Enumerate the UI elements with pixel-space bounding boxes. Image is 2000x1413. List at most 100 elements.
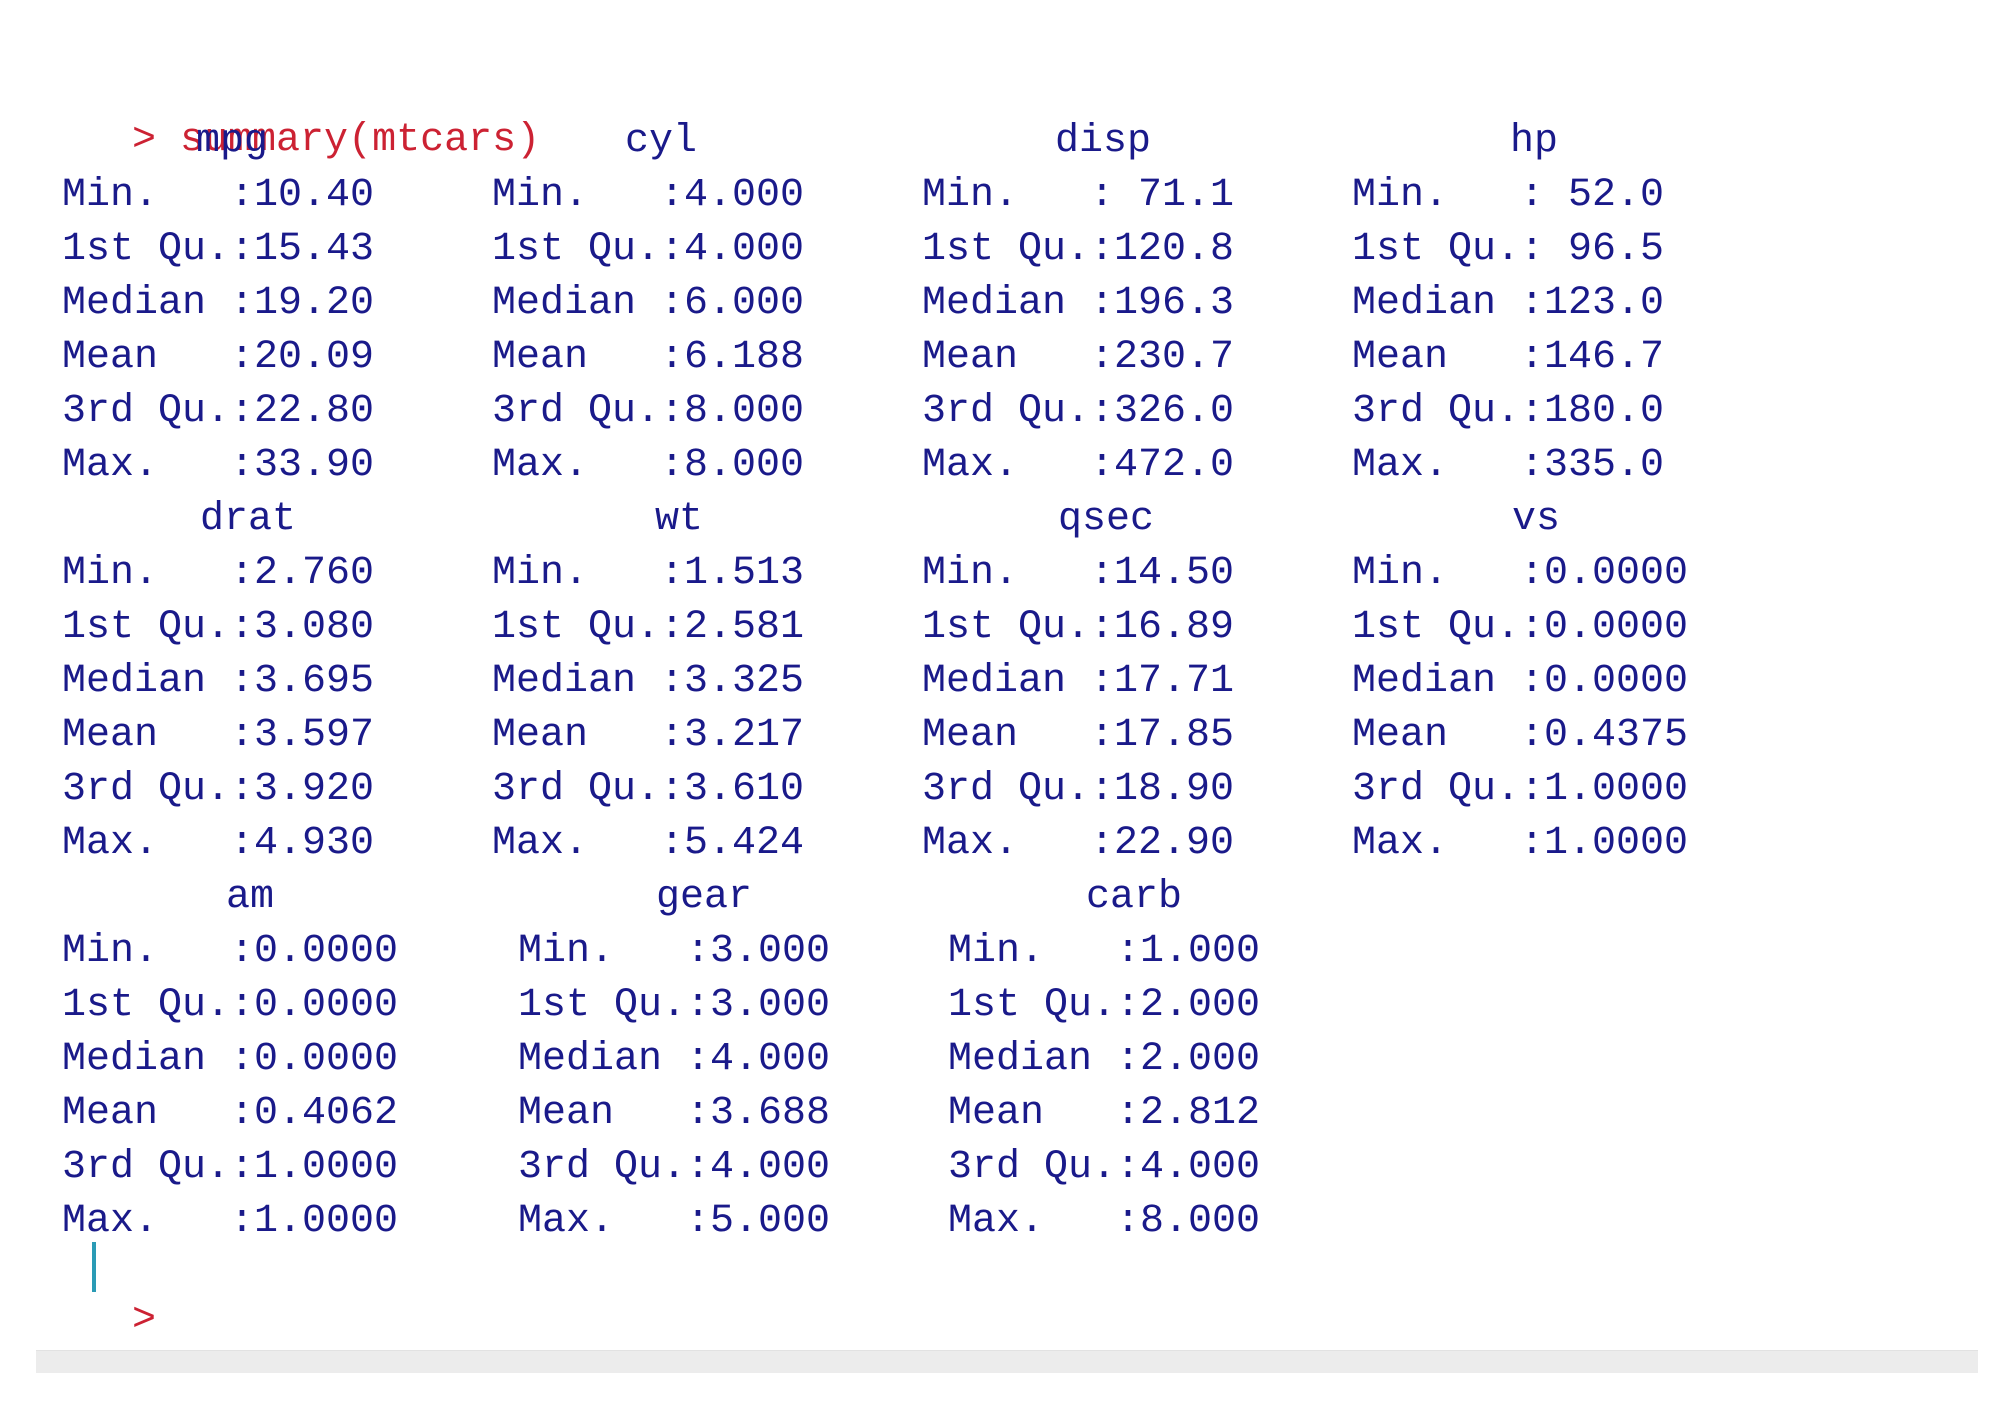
- column-header-vs: vs: [1512, 497, 1561, 542]
- summary-row: Min. :2.760 Min. :1.513 Min. :14.50 Min.…: [0, 547, 1688, 601]
- header-row: drat wt qsec vs: [0, 493, 1560, 547]
- column-header-carb: carb: [1086, 875, 1183, 920]
- summary-cell: Mean :2.812: [948, 1091, 1261, 1136]
- summary-cell: 3rd Qu.:18.90: [922, 767, 1235, 812]
- summary-row: Median :3.695 Median :3.325 Median :17.7…: [0, 655, 1688, 709]
- summary-cell: Min. :0.0000: [1352, 551, 1689, 596]
- summary-cell: 1st Qu.:120.8: [922, 227, 1235, 272]
- summary-cell: 1st Qu.:3.080: [62, 605, 375, 650]
- summary-cell: Median :17.71: [922, 659, 1235, 704]
- summary-cell: 1st Qu.:16.89: [922, 605, 1235, 650]
- summary-cell: 3rd Qu.:1.0000: [1352, 767, 1689, 812]
- summary-cell: Min. :10.40: [62, 173, 375, 218]
- summary-cell: Max. :22.90: [922, 821, 1235, 866]
- header-row: mpg cyl disp hp: [0, 115, 1558, 169]
- summary-cell: Max. :4.930: [62, 821, 375, 866]
- summary-cell: 1st Qu.:2.000: [948, 983, 1261, 1028]
- summary-cell: 1st Qu.:15.43: [62, 227, 375, 272]
- summary-cell: 1st Qu.: 96.5: [1352, 227, 1665, 272]
- summary-cell: 3rd Qu.:3.610: [492, 767, 805, 812]
- column-header-hp: hp: [1510, 119, 1559, 164]
- summary-cell: Median :3.325: [492, 659, 805, 704]
- column-header-drat: drat: [200, 497, 297, 542]
- summary-row: 3rd Qu.:3.920 3rd Qu.:3.610 3rd Qu.:18.9…: [0, 763, 1688, 817]
- summary-row: Max. :33.90 Max. :8.000 Max. :472.0 Max.…: [0, 439, 1664, 493]
- command-text: summary(mtcars): [180, 118, 541, 163]
- summary-row: Mean :20.09 Mean :6.188 Mean :230.7 Mean…: [0, 331, 1664, 385]
- column-header-disp: disp: [1055, 119, 1152, 164]
- summary-cell: Median :123.0: [1352, 281, 1665, 326]
- summary-row: Max. :1.0000 Max. :5.000 Max. :8.000: [0, 1195, 1260, 1249]
- summary-cell: Min. : 52.0: [1352, 173, 1665, 218]
- summary-cell: Median :0.0000: [62, 1037, 399, 1082]
- summary-cell: Min. :14.50: [922, 551, 1235, 596]
- column-header-gear: gear: [656, 875, 753, 920]
- summary-cell: 3rd Qu.:8.000: [492, 389, 805, 434]
- input-line[interactable]: >: [36, 1240, 156, 1343]
- summary-cell: Min. :3.000: [518, 929, 831, 974]
- summary-cell: Mean :146.7: [1352, 335, 1665, 380]
- summary-cell: Median :0.0000: [1352, 659, 1689, 704]
- summary-cell: Max. :5.424: [492, 821, 805, 866]
- summary-cell: Max. :335.0: [1352, 443, 1665, 488]
- summary-row: 3rd Qu.:22.80 3rd Qu.:8.000 3rd Qu.:326.…: [0, 385, 1664, 439]
- summary-cell: Mean :0.4062: [62, 1091, 399, 1136]
- summary-cell: Min. :1.513: [492, 551, 805, 596]
- summary-cell: Mean :17.85: [922, 713, 1235, 758]
- summary-cell: Max. :1.0000: [62, 1199, 399, 1244]
- summary-row: Median :19.20 Median :6.000 Median :196.…: [0, 277, 1664, 331]
- summary-row: Max. :4.930 Max. :5.424 Max. :22.90 Max.…: [0, 817, 1688, 871]
- summary-cell: 3rd Qu.:1.0000: [62, 1145, 399, 1190]
- column-header-qsec: qsec: [1058, 497, 1155, 542]
- summary-cell: Median :2.000: [948, 1037, 1261, 1082]
- summary-row: Mean :3.597 Mean :3.217 Mean :17.85 Mean…: [0, 709, 1688, 763]
- summary-cell: Min. :2.760: [62, 551, 375, 596]
- text-cursor: [92, 1242, 96, 1292]
- summary-cell: Min. :1.000: [948, 929, 1261, 974]
- summary-row: Min. :0.0000 Min. :3.000 Min. :1.000: [0, 925, 1260, 979]
- summary-cell: Max. :8.000: [492, 443, 805, 488]
- summary-row: 1st Qu.:3.080 1st Qu.:2.581 1st Qu.:16.8…: [0, 601, 1688, 655]
- summary-cell: 3rd Qu.:4.000: [518, 1145, 831, 1190]
- prompt-symbol: >: [132, 1298, 157, 1343]
- summary-cell: Median :6.000: [492, 281, 805, 326]
- summary-cell: Mean :3.688: [518, 1091, 831, 1136]
- summary-cell: Mean :3.597: [62, 713, 375, 758]
- summary-cell: Mean :6.188: [492, 335, 805, 380]
- summary-cell: Median :3.695: [62, 659, 375, 704]
- summary-cell: 1st Qu.:3.000: [518, 983, 831, 1028]
- column-header-cyl: cyl: [625, 119, 698, 164]
- summary-row: Median :0.0000 Median :4.000 Median :2.0…: [0, 1033, 1260, 1087]
- summary-cell: 3rd Qu.:3.920: [62, 767, 375, 812]
- summary-cell: 1st Qu.:2.581: [492, 605, 805, 650]
- summary-cell: Min. :0.0000: [62, 929, 399, 974]
- summary-cell: Min. :4.000: [492, 173, 805, 218]
- horizontal-scrollbar[interactable]: [36, 1350, 1978, 1373]
- column-header-wt: wt: [655, 497, 704, 542]
- summary-cell: Max. :8.000: [948, 1199, 1261, 1244]
- summary-row: 1st Qu.:0.0000 1st Qu.:3.000 1st Qu.:2.0…: [0, 979, 1260, 1033]
- summary-cell: Mean :3.217: [492, 713, 805, 758]
- summary-cell: Median :4.000: [518, 1037, 831, 1082]
- summary-cell: 1st Qu.:0.0000: [1352, 605, 1689, 650]
- summary-cell: Min. : 71.1: [922, 173, 1235, 218]
- summary-row: 1st Qu.:15.43 1st Qu.:4.000 1st Qu.:120.…: [0, 223, 1664, 277]
- summary-cell: 3rd Qu.:22.80: [62, 389, 375, 434]
- summary-cell: Max. :1.0000: [1352, 821, 1689, 866]
- summary-cell: Max. :5.000: [518, 1199, 831, 1244]
- header-row: am gear carb: [0, 871, 1182, 925]
- summary-cell: Mean :230.7: [922, 335, 1235, 380]
- summary-cell: Median :19.20: [62, 281, 375, 326]
- summary-cell: 3rd Qu.:4.000: [948, 1145, 1261, 1190]
- summary-cell: Mean :20.09: [62, 335, 375, 380]
- summary-row: Min. :10.40 Min. :4.000 Min. : 71.1 Min.…: [0, 169, 1664, 223]
- command-line: > summary(mtcars): [36, 60, 540, 163]
- summary-cell: Max. :33.90: [62, 443, 375, 488]
- column-header-am: am: [226, 875, 275, 920]
- summary-cell: 3rd Qu.:326.0: [922, 389, 1235, 434]
- summary-cell: Mean :0.4375: [1352, 713, 1689, 758]
- summary-cell: 1st Qu.:0.0000: [62, 983, 399, 1028]
- summary-cell: Max. :472.0: [922, 443, 1235, 488]
- summary-cell: 1st Qu.:4.000: [492, 227, 805, 272]
